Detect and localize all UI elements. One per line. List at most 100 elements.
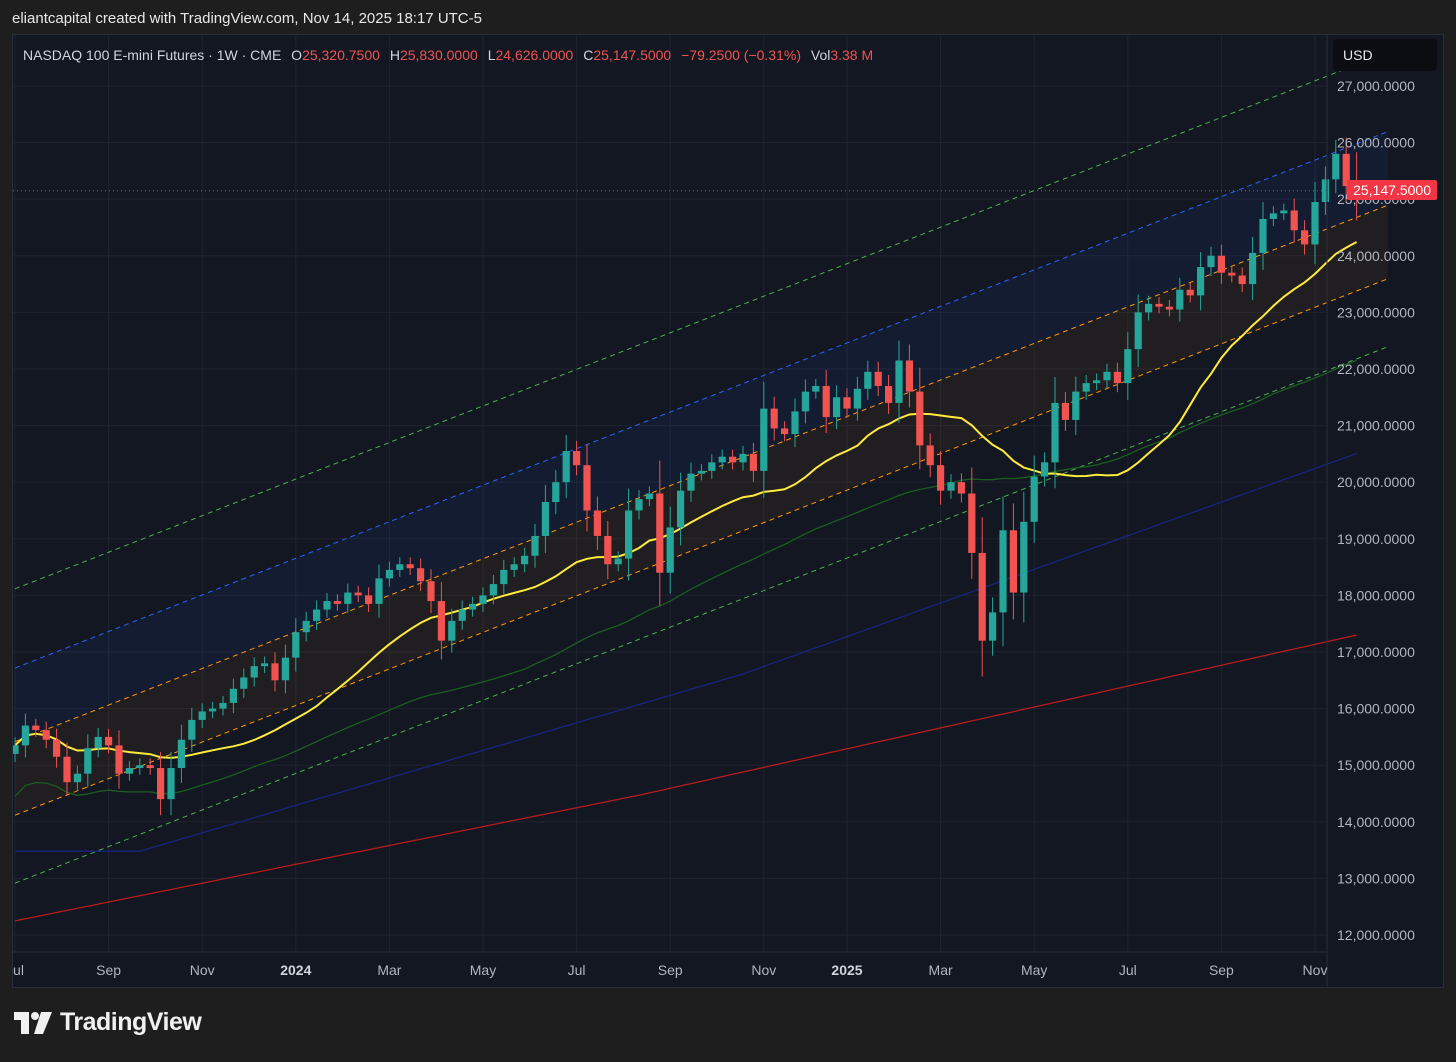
candles	[13, 137, 1361, 816]
candle-body	[157, 768, 165, 800]
candle-body	[781, 428, 789, 435]
candle-body	[188, 719, 196, 740]
price-axis[interactable]: 27,000.000026,000.000025,000.000024,000.…	[1337, 78, 1415, 943]
candle-body	[385, 569, 393, 579]
ma200-line	[14, 634, 1357, 922]
time-axis[interactable]: Jul Sep Nov 2024 Mar May Jul Sep Nov 2025 Mar May Ju…	[13, 962, 1327, 978]
symbol-info[interactable]: NASDAQ 100 E-mini Futures · 1W · CME	[23, 47, 282, 63]
time-tick-label: 2024	[280, 962, 311, 978]
volume-value: 3.38 M	[830, 47, 874, 63]
candle-body	[791, 411, 799, 435]
tradingview-logo-icon	[14, 1011, 52, 1034]
candle-body	[978, 552, 986, 641]
candle-body	[448, 620, 456, 641]
ma50-line	[14, 359, 1357, 797]
candle-body	[13, 745, 19, 754]
time-tick-label: Nov	[751, 962, 776, 978]
candle-body	[333, 601, 341, 604]
candle-body	[666, 527, 674, 573]
candle-body	[843, 397, 851, 409]
candle-body	[354, 592, 362, 596]
candle-body	[177, 739, 185, 769]
brand-name: TradingView	[60, 1008, 202, 1036]
time-tick-label: May	[1021, 962, 1047, 978]
price-tick-label: 14,000.0000	[1337, 814, 1415, 830]
candle-body	[885, 385, 893, 403]
channel-outer-upper	[14, 51, 1388, 590]
candle-body	[1072, 391, 1080, 420]
candle-body	[874, 371, 882, 386]
candle-body	[1311, 201, 1319, 245]
candle-body	[115, 745, 123, 774]
candle-body	[323, 601, 331, 610]
candle-body	[1124, 349, 1132, 384]
candle-body	[760, 408, 768, 471]
candle-body	[73, 773, 81, 783]
candle-body	[1082, 383, 1090, 392]
candle-body	[396, 564, 404, 570]
candle-body	[614, 558, 622, 565]
candle-body	[1113, 371, 1121, 384]
candle-body	[1103, 371, 1111, 381]
candle-body	[541, 501, 549, 536]
candle-body	[1249, 252, 1257, 285]
candle-body	[427, 581, 435, 602]
candle-body	[999, 530, 1007, 613]
candle-body	[21, 725, 29, 746]
candle-body	[635, 499, 643, 511]
close-value: 25,147.5000	[593, 47, 672, 63]
candle-body	[593, 510, 601, 536]
candle-body	[219, 702, 227, 709]
candle-body	[583, 465, 591, 511]
moving-averages	[14, 241, 1358, 922]
candle-body	[365, 595, 373, 604]
price-tick-label: 22,000.0000	[1337, 361, 1415, 377]
candle-body	[458, 609, 466, 621]
candle-body	[313, 609, 321, 621]
time-tick-label: May	[470, 962, 496, 978]
candle-body	[749, 453, 757, 471]
candle-body	[822, 385, 830, 418]
candle-body	[812, 385, 820, 392]
candle-body	[198, 711, 206, 720]
candle-body	[833, 397, 841, 418]
candle-body	[853, 388, 861, 409]
candle-body	[645, 493, 653, 500]
channel-inner-fill	[15, 205, 1388, 816]
candle-body	[801, 391, 809, 412]
candle-body	[375, 578, 383, 604]
low-value: 24,626.0000	[495, 47, 574, 63]
candle-body	[250, 666, 258, 678]
chart-frame[interactable]: 27,000.000026,000.000025,000.000024,000.…	[12, 34, 1444, 988]
candle-body	[521, 555, 529, 565]
channel-outer-lower	[14, 346, 1388, 884]
candle-body	[261, 663, 269, 667]
candle-body	[500, 569, 508, 585]
candle-body	[895, 360, 903, 403]
candle-body	[489, 584, 497, 596]
candle-body	[562, 451, 570, 483]
candle-body	[271, 663, 279, 681]
candle-body	[1207, 255, 1215, 268]
candle-body	[437, 601, 445, 641]
candlestick-chart[interactable]: 27,000.000026,000.000025,000.000024,000.…	[13, 35, 1443, 987]
time-tick-label: Sep	[96, 962, 121, 978]
time-tick-label: Jul	[568, 962, 586, 978]
price-tick-label: 27,000.0000	[1337, 78, 1415, 94]
candle-body	[864, 371, 872, 389]
candle-body	[957, 482, 965, 494]
last-price-tag: 25,147.5000	[1347, 179, 1437, 200]
candle-body	[687, 473, 695, 491]
candle-body	[989, 612, 997, 641]
tradingview-logo[interactable]: TradingView	[14, 1008, 202, 1037]
chart-caption: eliantcapital created with TradingView.c…	[12, 10, 482, 27]
candle-body	[281, 657, 289, 681]
currency-button[interactable]: USD	[1333, 39, 1437, 71]
candle-body	[94, 736, 102, 749]
candle-body	[1030, 476, 1038, 522]
price-tick-label: 12,000.0000	[1337, 927, 1415, 943]
candle-body	[1197, 267, 1205, 296]
candle-body	[417, 568, 425, 582]
candle-body	[531, 535, 539, 556]
candle-body	[63, 756, 71, 783]
